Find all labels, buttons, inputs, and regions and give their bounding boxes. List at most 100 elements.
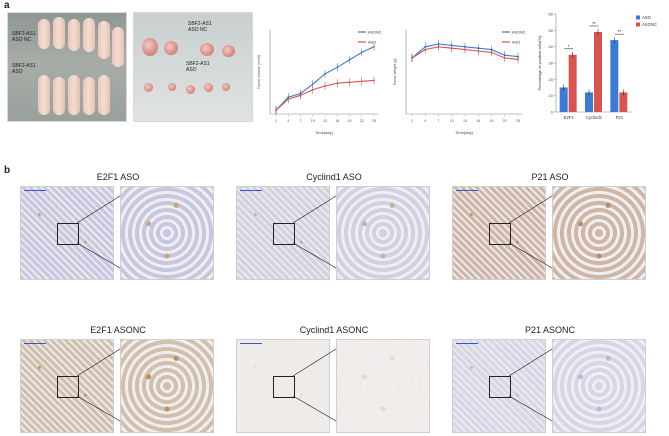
x-tick-label: 25 (372, 119, 376, 123)
micrograph-overview (236, 186, 330, 280)
mice-label-aso: SBF2-AS1 ASO (12, 63, 36, 75)
x-tick-label: 22 (360, 119, 364, 123)
data-point (360, 51, 363, 54)
mouse (98, 21, 110, 59)
data-point (503, 57, 506, 59)
data-point (373, 45, 375, 48)
mouse (112, 27, 124, 67)
zoom-region-box (489, 223, 511, 245)
x-tick-label: 22 (503, 119, 507, 123)
positive-cells-bar-chart: 0 10 20 30 40 50 60 Percentage of positive cell… (537, 12, 657, 121)
panel-b-letter: b (4, 165, 11, 176)
tumor (164, 41, 178, 55)
x-tick-label: 16 (335, 119, 339, 123)
significance-label: ** (592, 21, 596, 26)
micrograph-overview (452, 186, 546, 280)
x-tick-label: 1 (411, 119, 413, 123)
significance-label: ** (618, 29, 622, 34)
bar-asonc (594, 31, 602, 112)
connector-line (508, 242, 553, 269)
data-point (477, 50, 480, 52)
tumor-label-aso: SBF2-AS1 ASO (186, 61, 210, 73)
mouse (68, 19, 80, 51)
legend-label: ASONC (642, 22, 657, 27)
legend-label: ASONC (512, 30, 526, 34)
data-point (336, 66, 339, 69)
x-axis-label: Time(day) (315, 130, 334, 135)
y-tick-label: 30 (549, 61, 554, 66)
mouse (38, 75, 50, 115)
data-point (275, 109, 277, 112)
data-point (348, 58, 351, 61)
micrograph-zoom (552, 186, 646, 280)
zoom-connector (292, 348, 337, 422)
connector-line (292, 242, 337, 269)
scale-bar (240, 190, 262, 193)
mice-photo: SBF2-AS1 ASO NC SBF2-AS1 ASO (7, 12, 127, 122)
mouse (38, 19, 50, 49)
bar-aso (559, 87, 568, 112)
connector-line (508, 395, 553, 422)
x-tick-label: 19 (348, 119, 352, 123)
connector-line (292, 195, 337, 224)
zoom-region-box (57, 376, 79, 398)
y-tick-label: 50 (549, 28, 554, 33)
mouse (83, 77, 95, 115)
connector-line (508, 348, 553, 377)
data-point (373, 79, 375, 82)
micrograph-title: E2F1 ASO (96, 172, 140, 182)
zoom-region-box (489, 376, 511, 398)
tumor (142, 38, 158, 56)
tumor-label-nc: SBF2-AS1 ASO NC (188, 21, 212, 33)
x-tick-label: 4 (287, 119, 289, 123)
micrograph-overview (236, 339, 330, 433)
category-label: P21 (616, 115, 624, 120)
tumor-weight-chart: 1 4 7 10 13 16 19 22 25 Time(day) Tumor weight (g)… (393, 30, 526, 135)
mice-label-nc: SBF2-AS1 ASO NC (12, 31, 36, 43)
micrograph-zoom (120, 339, 214, 433)
x-tick-label: 19 (490, 119, 494, 123)
x-tick-label: 7 (438, 119, 440, 123)
category-label: E2F1 (564, 115, 575, 120)
x-tick-label: 1 (275, 119, 277, 123)
data-point (336, 82, 339, 85)
x-tick-label: 13 (323, 119, 327, 123)
y-tick-label: 10 (549, 93, 554, 98)
zoom-connector (292, 195, 337, 269)
data-point (437, 45, 440, 48)
x-tick-label: 10 (450, 119, 454, 123)
micrograph-zoom (336, 186, 430, 280)
panel-a-letter: a (4, 0, 10, 11)
data-point (299, 94, 302, 97)
connector-line (76, 242, 121, 269)
legend-swatch (636, 22, 640, 27)
zoom-region-box (273, 376, 295, 398)
category-label: Cyclind1 (586, 115, 603, 120)
micrograph-title: Cyclind1 ASO (306, 172, 362, 182)
bar-aso (610, 40, 619, 113)
data-point (348, 81, 351, 84)
data-point (287, 98, 290, 100)
x-tick-label: 25 (516, 119, 520, 123)
tumor-photo: SBF2-AS1 ASO NC SBF2-AS1 ASO (133, 12, 253, 122)
legend-label: ASONC (368, 30, 382, 34)
tumor (186, 85, 195, 94)
y-tick-label: 20 (549, 77, 554, 82)
tumor (222, 83, 230, 91)
legend-label: ASO (368, 40, 376, 44)
micrograph-title: E2F1 ASONC (90, 325, 146, 335)
connector-line (76, 395, 121, 422)
connector-line (76, 348, 121, 377)
significance-label: * (568, 44, 570, 49)
data-point (490, 51, 493, 54)
micrograph-overview (20, 186, 114, 280)
data-point (311, 88, 314, 91)
y-tick-label: 60 (549, 12, 554, 17)
y-tick-label: 40 (549, 44, 554, 49)
data-point (517, 58, 519, 61)
x-tick-label: 16 (476, 119, 480, 123)
scale-bar (24, 343, 46, 346)
bar-asonc (619, 92, 628, 112)
zoom-connector (508, 348, 553, 422)
mouse (53, 17, 65, 49)
